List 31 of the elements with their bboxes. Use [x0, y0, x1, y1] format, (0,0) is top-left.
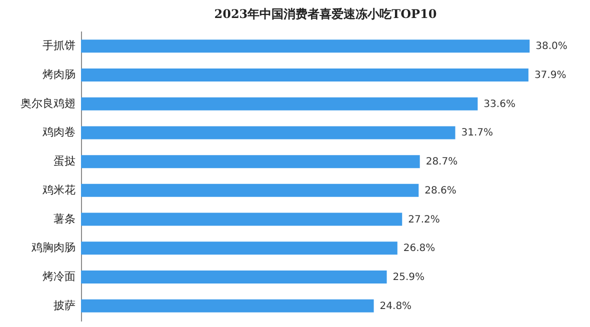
data-label: 28.7%	[426, 156, 458, 168]
data-label: 28.6%	[424, 185, 456, 196]
bar	[81, 155, 420, 168]
bar	[81, 126, 456, 140]
bar	[81, 212, 402, 226]
data-label: 38.0%	[536, 41, 568, 52]
y-tick-label: 鸡米花	[42, 183, 76, 196]
data-label: 31.7%	[461, 128, 494, 139]
bar	[81, 40, 530, 53]
bar	[81, 242, 398, 255]
bar	[81, 68, 528, 82]
y-tick-label: 披萨	[54, 298, 76, 312]
bar	[81, 97, 478, 110]
bar	[81, 270, 387, 284]
data-label: 27.2%	[408, 214, 440, 226]
data-label: 37.9%	[534, 70, 566, 82]
y-tick-label: 鸡肉卷	[42, 126, 76, 139]
data-label: 25.9%	[392, 272, 425, 283]
chart-title: 2023年中国消费者喜爱速冻小吃TOP10	[214, 7, 437, 21]
y-tick-label: 烤冷面	[42, 270, 76, 283]
data-label: 33.6%	[484, 98, 516, 110]
bar	[81, 184, 419, 197]
y-tick-label: 烤肉肠	[42, 68, 76, 82]
bar	[81, 299, 374, 312]
data-label: 24.8%	[380, 300, 412, 312]
y-tick-label: 手抓饼	[42, 39, 76, 52]
y-tick-label: 鸡胸肉肠	[30, 241, 76, 254]
y-tick-label: 蛋挞	[54, 154, 76, 168]
data-label: 26.8%	[403, 243, 436, 254]
y-tick-label: 薯条	[54, 212, 76, 226]
y-tick-label: 奥尔良鸡翅	[20, 96, 76, 110]
